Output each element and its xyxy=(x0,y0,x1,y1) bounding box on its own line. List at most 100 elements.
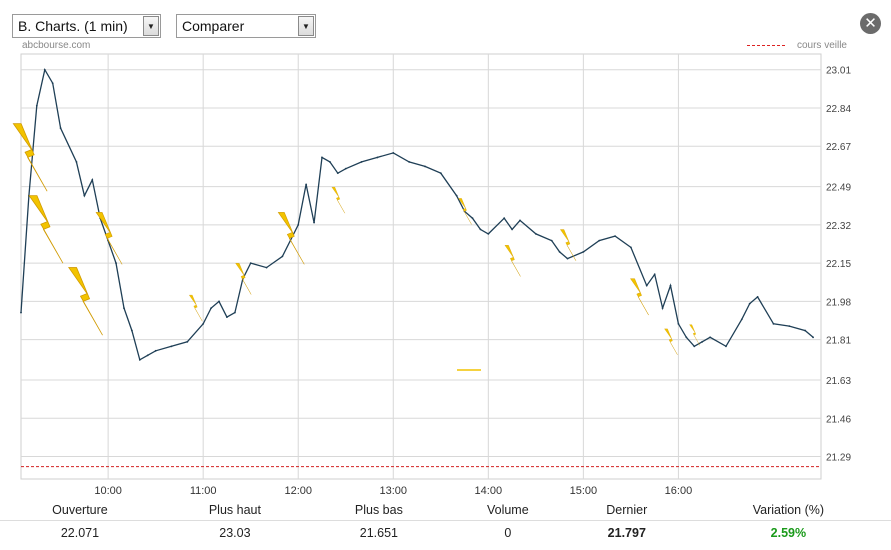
chart-type-select[interactable]: B. Charts. (1 min) ▼ xyxy=(12,14,161,38)
price-point xyxy=(329,161,331,163)
signal-bolt-icon xyxy=(458,198,472,225)
price-point xyxy=(138,358,141,361)
chevron-down-icon[interactable]: ▼ xyxy=(143,16,159,36)
price-point xyxy=(51,82,54,85)
signal-bolt-icon xyxy=(277,212,305,265)
price-point xyxy=(336,172,339,175)
y-tick-label: 21.81 xyxy=(826,336,851,347)
y-tick-label: 22.67 xyxy=(826,142,851,153)
price-point xyxy=(408,161,411,163)
x-tick-label: 10:00 xyxy=(94,485,122,497)
y-tick-label: 22.49 xyxy=(826,183,851,194)
price-point xyxy=(455,194,458,197)
signal-bolt-shape xyxy=(235,263,252,295)
price-point xyxy=(83,194,86,197)
chart-legend: cours veille xyxy=(746,40,847,51)
signal-bolt-icon xyxy=(235,263,252,295)
price-point xyxy=(519,219,521,222)
price-point xyxy=(598,239,601,242)
price-point xyxy=(558,250,561,253)
signal-bolt-shape xyxy=(630,278,649,316)
x-tick-label: 16:00 xyxy=(665,485,693,497)
signal-bolt-shape xyxy=(689,324,700,346)
y-tick-label: 22.84 xyxy=(826,104,851,115)
x-tick-label: 15:00 xyxy=(570,485,598,497)
signal-bolt-shape xyxy=(68,267,103,336)
price-point xyxy=(685,336,688,339)
price-point xyxy=(392,152,395,154)
stat-header-variation: Variation (%) xyxy=(752,503,825,517)
price-point xyxy=(233,311,236,314)
price-point xyxy=(471,217,474,220)
price-point xyxy=(154,349,157,352)
legend-line-swatch xyxy=(746,45,785,46)
price-point xyxy=(146,354,149,357)
price-point xyxy=(344,167,347,170)
y-tick-label: 23.01 xyxy=(826,66,851,77)
signal-bolt-shape xyxy=(504,245,521,277)
price-point xyxy=(123,307,125,310)
signal-bolt-icon xyxy=(664,328,678,355)
price-point xyxy=(534,232,537,235)
price-point xyxy=(804,329,807,332)
price-point xyxy=(812,336,814,339)
signal-bolt-icon xyxy=(188,294,203,322)
x-tick-label: 14:00 xyxy=(475,485,503,497)
signal-bolt-shape xyxy=(458,198,472,225)
price-point xyxy=(511,228,513,231)
price-point xyxy=(614,235,616,238)
price-point xyxy=(210,307,212,310)
stat-header-low: Plus bas xyxy=(354,503,403,517)
price-point xyxy=(170,345,173,348)
price-point xyxy=(91,179,94,181)
stat-value-high: 23.03 xyxy=(159,520,310,545)
signal-bolt-shape xyxy=(188,294,203,322)
price-point xyxy=(788,325,791,327)
stat-value-open: 22.071 xyxy=(0,520,160,545)
signal-bolt-icon xyxy=(28,195,64,264)
price-point xyxy=(772,322,775,325)
price-point xyxy=(249,262,252,265)
price-point xyxy=(305,183,308,186)
price-point xyxy=(677,322,680,325)
price-point xyxy=(59,127,62,130)
stat-value-volume: 0 xyxy=(447,520,568,545)
price-point xyxy=(756,295,759,298)
signal-bolt-shape xyxy=(277,212,305,265)
close-button[interactable]: ✕ xyxy=(860,13,881,34)
price-point xyxy=(653,273,656,276)
price-point xyxy=(740,318,743,321)
price-point xyxy=(424,165,426,168)
price-point xyxy=(297,223,300,226)
signal-bolt-icon xyxy=(331,187,345,214)
signal-bolt-icon xyxy=(504,245,521,277)
x-tick-label: 13:00 xyxy=(380,485,408,497)
y-tick-label: 21.29 xyxy=(826,453,851,464)
y-tick-label: 22.32 xyxy=(826,221,851,232)
price-point xyxy=(439,172,442,175)
stats-header-row: Ouverture Plus haut Plus bas Volume Dern… xyxy=(0,500,891,521)
chevron-down-icon[interactable]: ▼ xyxy=(298,16,314,36)
price-point xyxy=(281,255,284,258)
compare-select[interactable]: Comparer ▼ xyxy=(176,14,316,38)
price-point xyxy=(645,284,648,287)
price-point xyxy=(20,311,22,314)
stat-header-last: Dernier xyxy=(606,503,648,517)
legend-label: cours veille xyxy=(796,40,847,51)
price-point xyxy=(376,156,379,159)
close-icon: ✕ xyxy=(864,15,877,32)
signal-bolt-icon xyxy=(12,123,48,192)
x-tick-label: 11:00 xyxy=(190,485,217,497)
signal-bolt-icon xyxy=(68,267,103,336)
price-point xyxy=(360,161,363,163)
price-point xyxy=(748,302,751,305)
price-series-line xyxy=(20,67,814,361)
price-point xyxy=(265,266,268,269)
price-point xyxy=(709,336,712,339)
price-point xyxy=(35,104,38,107)
signal-bolt-icon xyxy=(559,229,577,261)
price-point xyxy=(661,307,664,310)
chart-type-value: B. Charts. (1 min) xyxy=(18,18,128,34)
signal-bolt-icon xyxy=(689,324,700,346)
x-tick-label: 12:00 xyxy=(284,485,312,497)
